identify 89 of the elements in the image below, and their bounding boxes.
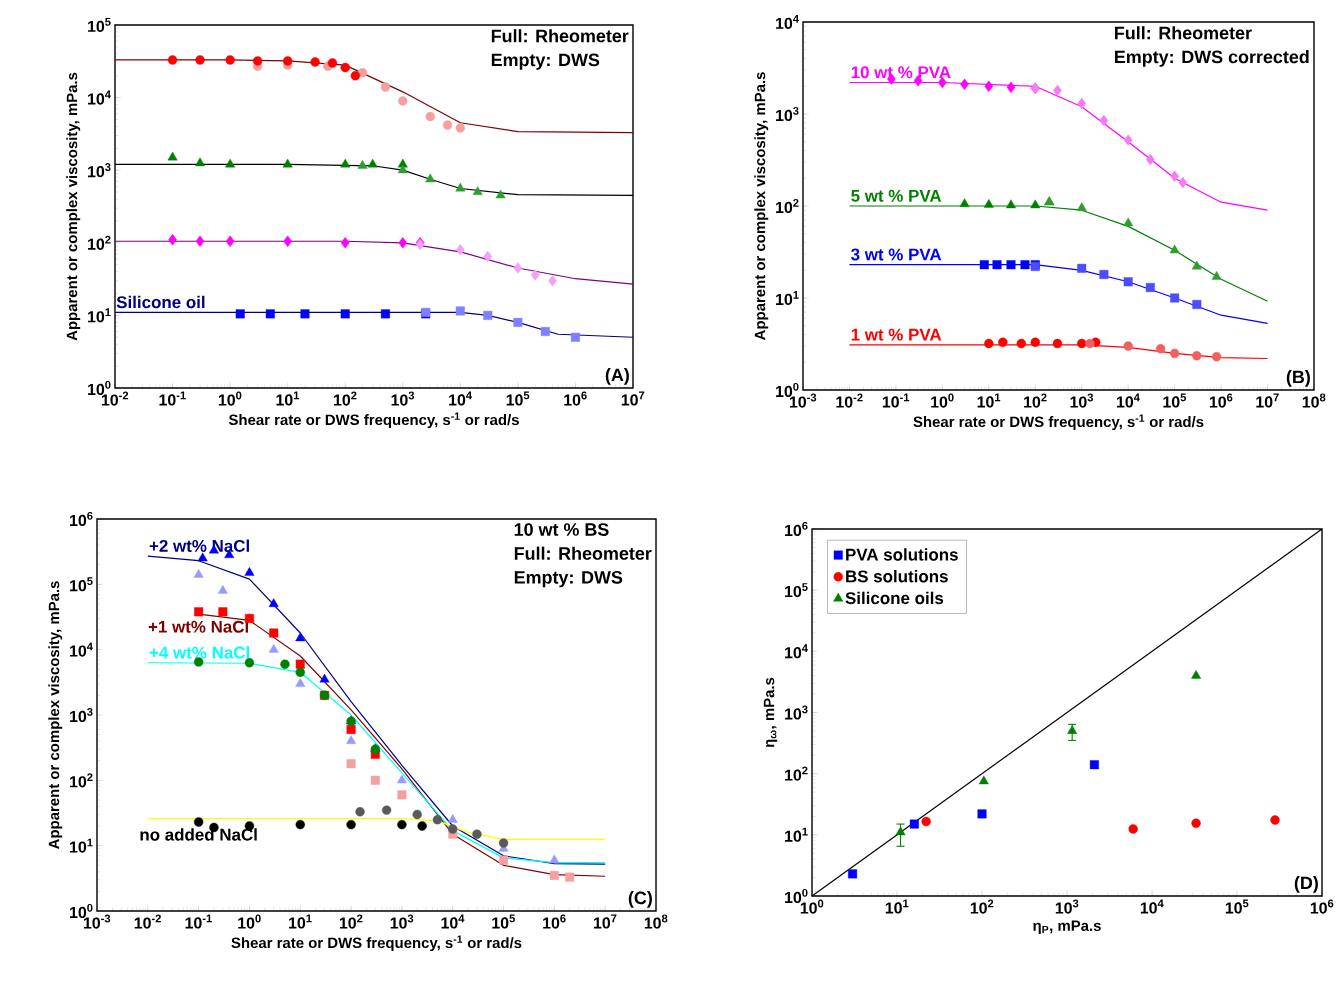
legend-label: BS solutions (846, 569, 948, 583)
x-tick-label: 10$^{5}$ (492, 914, 515, 929)
y-tick-label: 10$^{1}$ (88, 308, 111, 323)
y-tick-label: 10$^{4}$ (776, 14, 799, 30)
annotation: Empty: DWS corrected (1115, 50, 1309, 67)
y-tick-label: 10$^{5}$ (70, 577, 93, 592)
x-tick-label: 10$^{4}$ (441, 914, 465, 929)
y-tick-label: 10$^{1}$ (785, 827, 808, 842)
x-tick-label: 10$^{3}$ (1055, 899, 1079, 914)
x-tick-label: 10$^{-2}$ (134, 914, 161, 929)
y-axis-title: Apparent or complex viscosity, mPa.s (66, 72, 81, 341)
annotation: Full: Rheometer (1115, 26, 1252, 40)
series-label: 5 wt % PVA (851, 189, 942, 202)
y-tick-label: 10$^{3}$ (70, 707, 93, 723)
x-tick-label: 10$^{0}$ (218, 391, 242, 406)
x-tick-label: 10$^{2}$ (334, 391, 357, 406)
x-tick-label: 10$^{4}$ (1116, 393, 1140, 408)
x-tick-label: 10$^{1}$ (276, 391, 300, 406)
annotation: (B) (1286, 370, 1310, 387)
x-tick-label: 10$^{-1}$ (159, 391, 186, 406)
x-tick-label: 10$^{5}$ (1225, 899, 1249, 914)
y-tick-label: 10$^{2}$ (70, 773, 93, 788)
x-tick-label: 10$^{4}$ (449, 391, 472, 406)
annotation: Full: Rheometer (491, 29, 629, 43)
y-tick-label: 10$^{2}$ (776, 198, 799, 214)
y-axis-title: Apparent or complex viscosity, mPa.s (48, 581, 63, 850)
y-tick-label: 10$^{4}$ (88, 90, 111, 105)
annotation: (A) (605, 368, 629, 385)
x-tick-label: 10$^{-1}$ (882, 393, 910, 408)
x-tick-label: 10$^{3}$ (390, 914, 414, 929)
y-tick-label: 10$^{1}$ (70, 838, 93, 853)
x-tick-label: 10$^{6}$ (564, 391, 587, 406)
y-tick-label: 10$^{6}$ (785, 521, 808, 537)
x-tick-label: 10$^{6}$ (543, 914, 566, 929)
x-tick-label: 10$^{3}$ (1070, 393, 1094, 408)
series-label: 3 wt % PVA (851, 248, 942, 261)
x-tick-label: 10$^{8}$ (1302, 393, 1326, 408)
y-tick-label: 10$^{3}$ (785, 705, 808, 720)
x-axis-title: η$_{P}$, mPa.s (1033, 920, 1101, 934)
annotation: (D) (1294, 876, 1318, 893)
y-tick-label: 10$^{6}$ (70, 511, 93, 527)
x-tick-label: 10$^{6}$ (1310, 899, 1334, 914)
x-tick-label: 10$^{1}$ (289, 914, 312, 929)
x-tick-label: 10$^{-2}$ (836, 393, 863, 408)
series-label: no added NaCl (140, 828, 257, 841)
y-tick-label: 10$^{5}$ (88, 17, 111, 33)
annotation: 10 wt % BS (514, 523, 609, 536)
x-tick-label: 10$^{7}$ (593, 914, 617, 929)
x-tick-label: 10$^{0}$ (931, 393, 954, 408)
x-tick-label: 10$^{2}$ (339, 914, 363, 929)
y-tick-label: 10$^{5}$ (785, 583, 808, 598)
y-tick-label: 10$^{4}$ (785, 644, 808, 659)
x-tick-label: 10$^{6}$ (1209, 393, 1233, 408)
y-tick-label: 10$^{1}$ (776, 290, 799, 306)
x-tick-label: 10$^{7}$ (621, 391, 645, 406)
y-axis-title: Apparent or complex viscosity, mPa.s (754, 72, 769, 341)
x-tick-label: 10$^{2}$ (1024, 393, 1047, 408)
x-tick-label: 10$^{1}$ (977, 393, 1001, 408)
x-tick-label: 10$^{8}$ (644, 914, 668, 929)
legend-label: Silicone oils (845, 591, 944, 605)
x-tick-label: 10$^{-1}$ (185, 914, 212, 929)
x-tick-label: 10$^{0}$ (238, 914, 261, 929)
annotation: Empty: DWS (514, 571, 623, 588)
y-tick-label: 10$^{3}$ (776, 106, 799, 122)
y-tick-label: 10$^{4}$ (70, 642, 93, 657)
series-label: +2 wt% NaCl (149, 539, 249, 552)
x-axis-title: Shear rate or DWS frequency, s$^{-1}$ or rad/s (913, 414, 1204, 431)
y-tick-label: 10$^{2}$ (785, 766, 808, 781)
series-label: +1 wt% NaCl (148, 620, 248, 633)
x-tick-label: 10$^{5}$ (1163, 393, 1187, 408)
x-axis-title: Shear rate or DWS frequency, s$^{-1}$ or rad/s (228, 412, 519, 429)
x-tick-label: 10$^{7}$ (1256, 393, 1279, 408)
x-tick-label: 10$^{0}$ (800, 899, 824, 914)
x-axis-title: Shear rate or DWS frequency, s$^{-1}$ or rad/s (231, 935, 522, 952)
x-tick-label: 10$^{4}$ (1140, 899, 1164, 914)
series-label: +4 wt% NaCl (149, 646, 249, 659)
x-tick-label: 10$^{5}$ (506, 391, 530, 406)
series-label: 1 wt % PVA (851, 328, 942, 341)
y-tick-label: 10$^{2}$ (88, 235, 111, 250)
y-tick-label: 10$^{3}$ (88, 163, 111, 178)
annotation: Full: Rheometer (514, 546, 652, 560)
x-tick-label: 10$^{3}$ (391, 391, 415, 406)
x-tick-label: 10$^{2}$ (970, 899, 994, 914)
y-axis-title: η$_{ω}$, mPa.s (763, 677, 778, 748)
legend-label: PVA solutions (846, 548, 958, 561)
annotation: Empty: DWS (491, 53, 600, 70)
x-tick-label: 10$^{1}$ (885, 899, 909, 914)
series-label: Silicone oil (116, 295, 205, 309)
annotation: (C) (628, 891, 652, 908)
